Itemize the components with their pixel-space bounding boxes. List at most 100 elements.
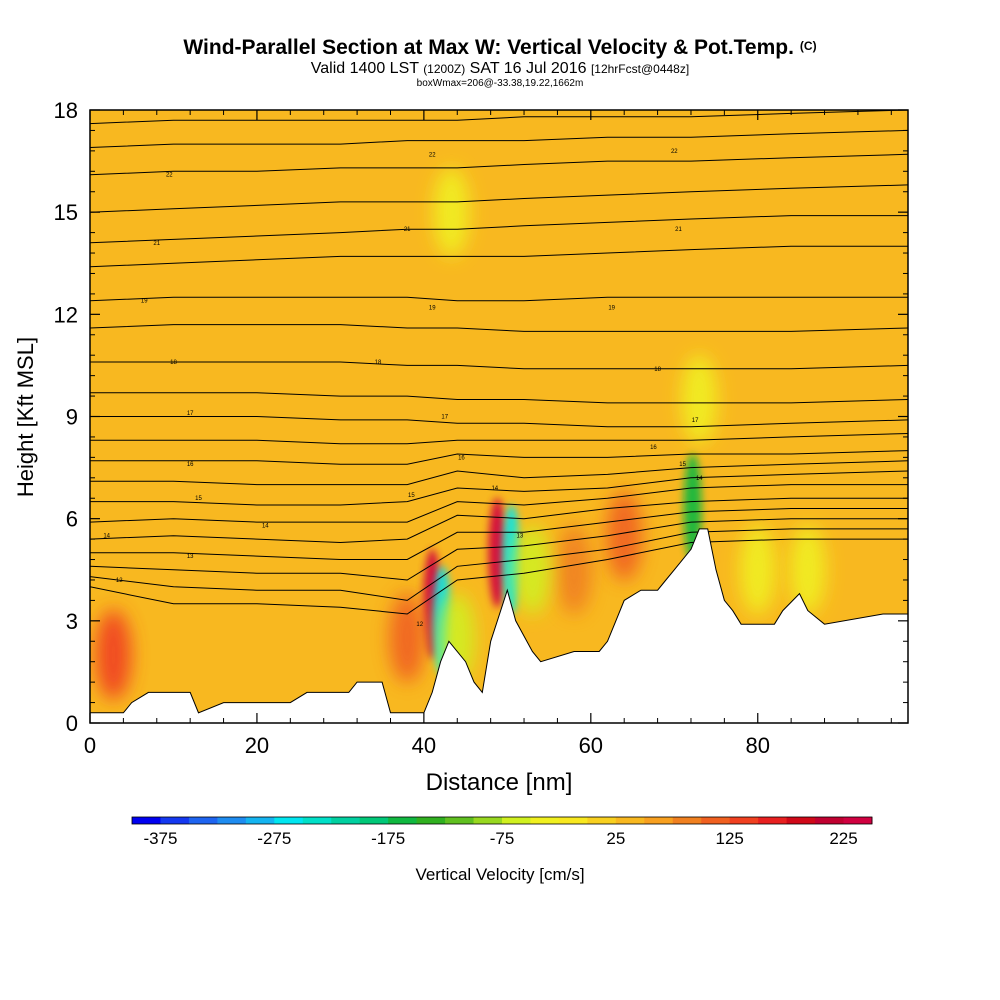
contour-label: 19 [608, 306, 615, 312]
x-axis: 0 20 40 60 80 [84, 110, 892, 758]
isentrope-line [90, 184, 908, 213]
velocity-cell [606, 490, 643, 581]
subtitle-zulu: (1200Z) [423, 62, 466, 76]
colorbar-swatch [701, 817, 731, 824]
colorbar-swatch [672, 817, 702, 824]
copyright-symbol: (C) [799, 39, 817, 53]
contour-label: 22 [671, 149, 678, 155]
velocity-cell [514, 524, 551, 615]
y-tick-label: 9 [66, 405, 78, 430]
contour-label: 12 [116, 578, 123, 584]
isentrope-line [90, 245, 908, 268]
colorbar-swatch [274, 817, 304, 824]
plot-area: 22 22 22 21 21 21 19 19 19 18 18 18 17 17 17 16 16 16 15 15… [90, 110, 908, 723]
velocity-cell [556, 524, 593, 615]
y-tick-label: 6 [66, 507, 78, 532]
velocity-cell [789, 524, 826, 615]
colorbar-swatch [359, 817, 389, 824]
contour-label: 18 [375, 360, 382, 366]
isentrope-line [90, 528, 908, 601]
colorbar-swatch [502, 817, 531, 824]
subtitle-valid: Valid 1400 LST [310, 60, 419, 77]
contour-label: 14 [103, 534, 110, 540]
isentrope-line [90, 129, 908, 148]
isentrope-line [90, 538, 908, 615]
colorbar-swatch [416, 817, 446, 824]
isentrope-line [90, 484, 908, 523]
terrain-mask [90, 528, 908, 723]
isentrope-line [90, 470, 908, 506]
subtitle-forecast: [12hrFcst@0448z] [590, 62, 690, 76]
contour-label: 14 [696, 476, 703, 482]
y-tick-label: 15 [54, 200, 78, 225]
colorbar-swatch [587, 817, 617, 824]
velocity-cell [681, 354, 718, 445]
colorbar-swatch [843, 817, 873, 824]
chart-subtitle: Valid 1400 LST (1200Z) SAT 16 Jul 2016 [… [0, 60, 1000, 78]
colorbar-swatch [815, 817, 845, 824]
y-tick-label: 18 [54, 98, 78, 123]
contour-label: 22 [166, 173, 173, 179]
contour-label: 14 [262, 523, 269, 529]
colorbar-tick-label: -175 [371, 829, 405, 848]
colorbar-swatch [245, 817, 275, 824]
x-tick-label: 80 [746, 733, 770, 758]
isentrope-line [90, 416, 908, 428]
colorbar-tick-label: 125 [716, 829, 744, 848]
colorbar-swatch [331, 817, 361, 824]
isentrope-line [90, 460, 908, 486]
contour-label: 15 [408, 493, 415, 499]
x-axis-label: Distance [nm] [426, 769, 573, 796]
contour-label: 18 [654, 367, 661, 373]
colorbar-swatch [132, 817, 161, 824]
x-tick-label: 60 [579, 733, 603, 758]
colorbar-swatch [530, 817, 560, 824]
x-tick-label: 0 [84, 733, 96, 758]
contour-label: 22 [429, 152, 436, 158]
contour-label: 17 [441, 415, 448, 421]
colorbar-swatch [302, 817, 332, 824]
colorbar-swatch [217, 817, 247, 824]
contour-label: 16 [187, 462, 194, 468]
contour-label: 13 [517, 534, 524, 540]
colorbar-tick-label: -275 [257, 829, 291, 848]
velocity-cell [433, 167, 470, 258]
velocity-cell [95, 609, 132, 700]
isentrope-line [90, 508, 908, 560]
y-axis-label: Height [Kft MSL] [13, 337, 38, 497]
y-tick-label: 12 [54, 302, 78, 327]
colorbar-swatch [388, 817, 418, 824]
isentrope-line [90, 433, 908, 445]
colorbar-swatch [160, 817, 190, 824]
contour-label: 14 [491, 486, 498, 492]
colorbar-swatch [644, 817, 674, 824]
y-axis: 0 3 6 9 12 15 18 [54, 98, 908, 736]
chart-title: Wind-Parallel Section at Max W: Vertical… [0, 36, 1000, 60]
isentrope-line [90, 392, 908, 404]
colorbar-swatch [758, 817, 788, 824]
colorbar-swatch [729, 817, 759, 824]
x-tick-label: 40 [412, 733, 436, 758]
colorbar-label: Vertical Velocity [cm/s] [415, 865, 584, 884]
isentrope-line [90, 153, 908, 176]
contour-label: 16 [458, 455, 465, 461]
x-tick-label: 20 [245, 733, 269, 758]
y-tick-label: 3 [66, 609, 78, 634]
contour-label: 12 [416, 622, 423, 628]
velocity-cells [95, 167, 826, 700]
colorbar-swatch [445, 817, 475, 824]
contour-label: 18 [170, 360, 177, 366]
colorbar-swatch [473, 817, 503, 824]
colorbar-swatch [188, 817, 218, 824]
contour-label: 15 [195, 496, 202, 502]
isentrope-line [90, 324, 908, 332]
colorbar-tick-label: 225 [829, 829, 857, 848]
isentrope-line [90, 361, 908, 370]
isentrope-line [90, 215, 908, 244]
colorbar-swatch [615, 817, 645, 824]
velocity-cell [488, 497, 507, 608]
isentrope-line [90, 518, 908, 581]
isentrope-line [90, 450, 908, 465]
contour-label: 13 [187, 554, 194, 560]
